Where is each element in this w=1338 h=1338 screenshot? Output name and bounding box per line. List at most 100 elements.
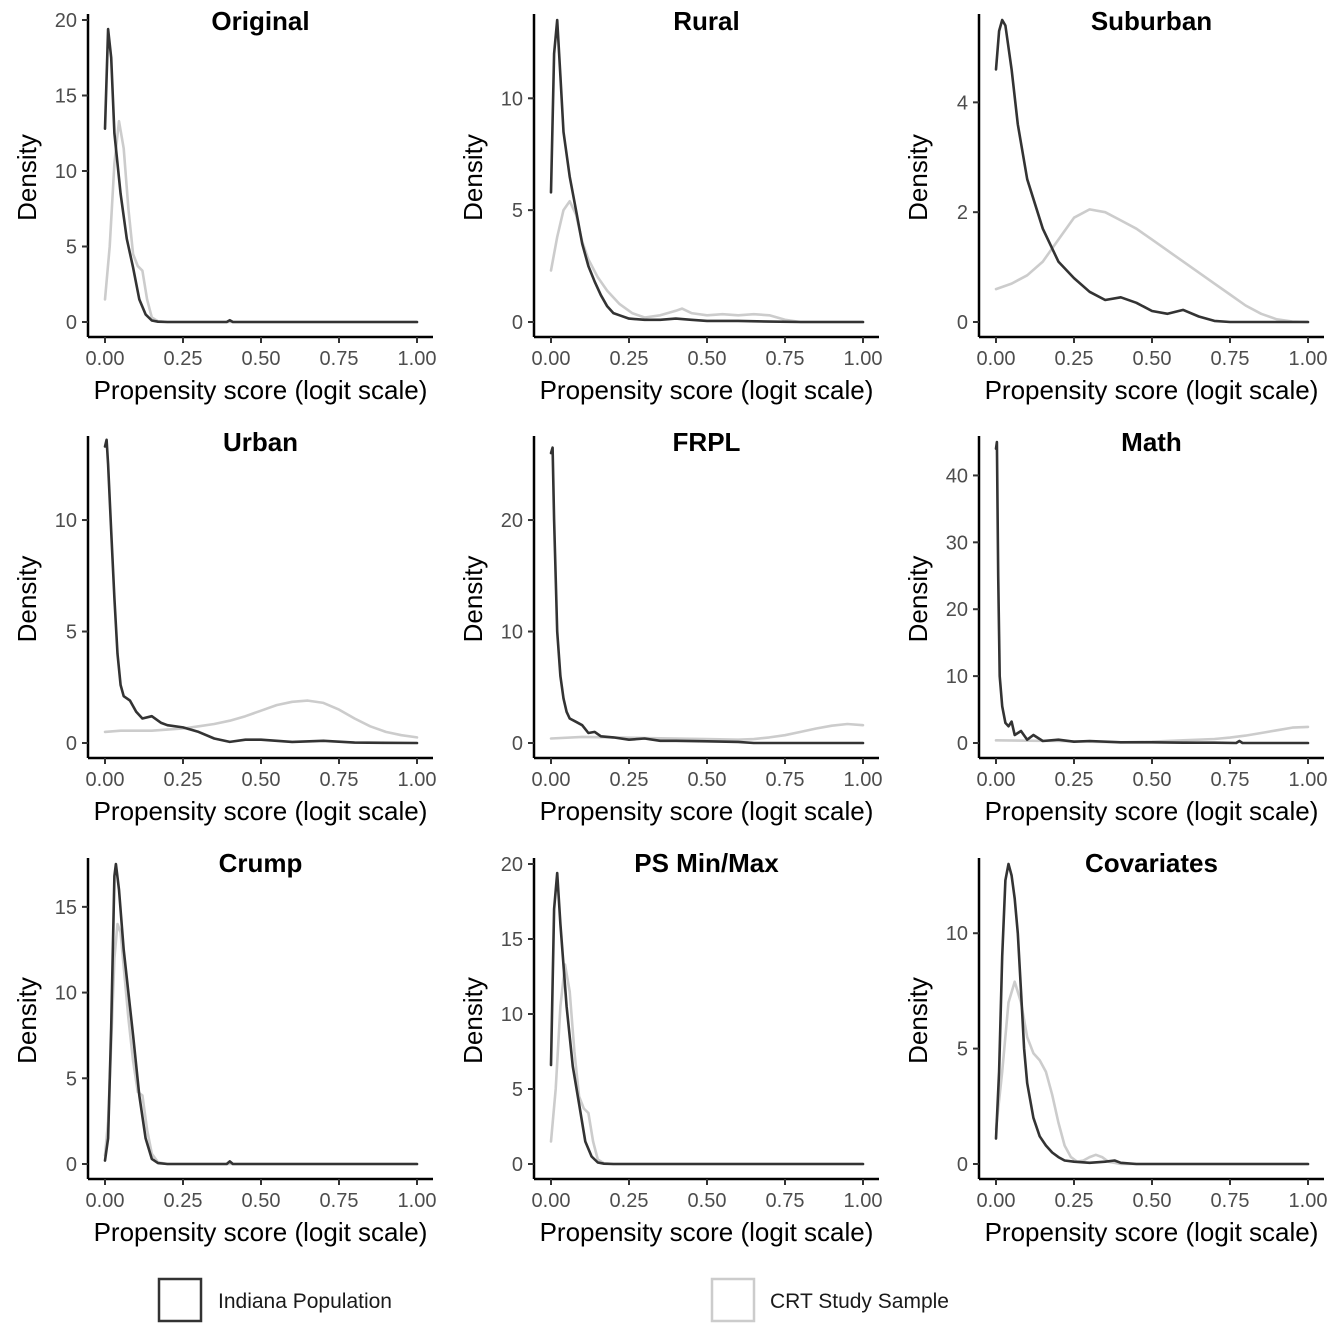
y-tick-label: 15 bbox=[55, 86, 77, 108]
x-tick-label: 0.75 bbox=[320, 348, 359, 370]
y-tick-label: 2 bbox=[957, 202, 968, 224]
legend: Indiana Population CRT Study Sample bbox=[157, 1277, 949, 1323]
x-axis-title: Propensity score (logit scale) bbox=[985, 375, 1319, 405]
x-tick-label: 1.00 bbox=[398, 1190, 437, 1212]
x-tick-label: 1.00 bbox=[398, 348, 437, 370]
series-line-indiana-population bbox=[549, 18, 865, 324]
series-line-crt-study-sample bbox=[994, 208, 1310, 324]
x-tick-label: 0.00 bbox=[532, 1190, 571, 1212]
x-axis-title: Propensity score (logit scale) bbox=[540, 375, 874, 405]
y-tick-label: 5 bbox=[66, 237, 77, 259]
x-tick-label: 0.00 bbox=[532, 769, 571, 791]
panel-frpl: FRPL 0 10 20 0.00 0.25 0.50 0.75 1.00 Propensity … bbox=[458, 427, 882, 826]
panel-title: FRPL bbox=[673, 427, 741, 457]
y-tick-label: 0 bbox=[512, 312, 523, 334]
series-line-crt-study-sample bbox=[994, 980, 1310, 1166]
panel-urban: Urban 0 5 10 0.00 0.25 0.50 0.75 1.00 Propensity … bbox=[12, 427, 436, 826]
panel-title: PS Min/Max bbox=[634, 848, 779, 878]
x-tick-label: 0.00 bbox=[86, 769, 125, 791]
y-tick-label: 30 bbox=[946, 532, 968, 554]
x-tick-label: 0.75 bbox=[1211, 769, 1250, 791]
x-tick-label: 0.25 bbox=[1055, 348, 1094, 370]
y-tick-label: 10 bbox=[501, 88, 523, 110]
x-axis-title: Propensity score (logit scale) bbox=[94, 375, 428, 405]
y-axis-title: Density bbox=[458, 134, 488, 221]
panel-title: Crump bbox=[219, 848, 303, 878]
panel-covariates: Covariates 0 5 10 0.00 0.25 0.50 0.75 1.00 Propen… bbox=[903, 848, 1327, 1247]
x-tick-label: 0.00 bbox=[977, 769, 1016, 791]
y-tick-label: 20 bbox=[501, 510, 523, 532]
x-tick-label: 0.00 bbox=[977, 348, 1016, 370]
y-tick-label: 0 bbox=[957, 1154, 968, 1176]
y-tick-label: 10 bbox=[501, 622, 523, 644]
series-line-indiana-population bbox=[994, 18, 1310, 324]
x-tick-label: 0.50 bbox=[688, 1190, 727, 1212]
y-tick-label: 10 bbox=[501, 1004, 523, 1026]
y-tick-label: 10 bbox=[946, 666, 968, 688]
x-axis-title: Propensity score (logit scale) bbox=[540, 796, 874, 826]
y-tick-label: 40 bbox=[946, 465, 968, 487]
series-line-indiana-population bbox=[994, 862, 1310, 1166]
x-tick-label: 0.00 bbox=[86, 1190, 125, 1212]
y-axis-title: Density bbox=[903, 134, 933, 221]
x-tick-label: 1.00 bbox=[1289, 1190, 1328, 1212]
series-line-crt-study-sample bbox=[549, 963, 865, 1166]
y-tick-label: 5 bbox=[66, 622, 77, 644]
x-tick-label: 0.50 bbox=[1133, 769, 1172, 791]
y-tick-label: 20 bbox=[501, 854, 523, 876]
panel-title: Math bbox=[1121, 427, 1182, 457]
series-line-crt-study-sample bbox=[103, 922, 419, 1166]
x-tick-label: 0.00 bbox=[532, 348, 571, 370]
series-line-indiana-population bbox=[103, 27, 419, 324]
x-tick-label: 0.50 bbox=[688, 769, 727, 791]
panel-ps-min-max: PS Min/Max 0 5 10 15 20 0.00 0.25 0.50 0.75 1.00 Pr… bbox=[458, 848, 882, 1247]
panel-crump: Crump 0 5 10 15 0.00 0.25 0.50 0.75 1.00 Propensit… bbox=[12, 848, 436, 1247]
y-tick-label: 0 bbox=[512, 733, 523, 755]
series-line-indiana-population bbox=[103, 862, 419, 1166]
y-tick-label: 10 bbox=[55, 161, 77, 183]
x-tick-label: 0.75 bbox=[766, 348, 805, 370]
series-line-indiana-population bbox=[994, 440, 1310, 745]
y-axis-title: Density bbox=[458, 556, 488, 643]
panel-rural: Rural 0 5 10 0.00 0.25 0.50 0.75 1.00 Propensity … bbox=[458, 6, 882, 405]
x-tick-label: 0.50 bbox=[1133, 1190, 1172, 1212]
y-axis-title: Density bbox=[12, 556, 42, 643]
y-axis-title: Density bbox=[12, 977, 42, 1064]
x-tick-label: 0.00 bbox=[86, 348, 125, 370]
x-tick-label: 0.75 bbox=[766, 769, 805, 791]
y-tick-label: 4 bbox=[957, 92, 968, 114]
x-tick-label: 1.00 bbox=[844, 1190, 883, 1212]
legend-label-crt-study-sample: CRT Study Sample bbox=[770, 1290, 949, 1313]
y-tick-label: 5 bbox=[66, 1068, 77, 1090]
x-axis-title: Propensity score (logit scale) bbox=[94, 1217, 428, 1247]
panel-title: Rural bbox=[673, 6, 739, 36]
y-axis-title: Density bbox=[903, 556, 933, 643]
x-tick-label: 1.00 bbox=[844, 348, 883, 370]
y-tick-label: 0 bbox=[512, 1154, 523, 1176]
y-tick-label: 5 bbox=[512, 1079, 523, 1101]
x-axis-title: Propensity score (logit scale) bbox=[985, 796, 1319, 826]
panel-title: Suburban bbox=[1091, 6, 1212, 36]
x-tick-label: 0.25 bbox=[1055, 769, 1094, 791]
x-tick-label: 0.75 bbox=[320, 1190, 359, 1212]
y-tick-label: 10 bbox=[55, 983, 77, 1005]
x-axis-title: Propensity score (logit scale) bbox=[540, 1217, 874, 1247]
y-tick-label: 0 bbox=[66, 733, 77, 755]
x-tick-label: 0.25 bbox=[164, 348, 203, 370]
y-tick-label: 15 bbox=[55, 897, 77, 919]
x-tick-label: 1.00 bbox=[1289, 769, 1328, 791]
y-tick-label: 0 bbox=[957, 733, 968, 755]
x-tick-label: 0.25 bbox=[164, 769, 203, 791]
y-axis-title: Density bbox=[903, 977, 933, 1064]
y-tick-label: 5 bbox=[512, 200, 523, 222]
x-tick-label: 0.25 bbox=[610, 769, 649, 791]
y-tick-label: 5 bbox=[957, 1039, 968, 1061]
x-tick-label: 0.25 bbox=[610, 348, 649, 370]
x-tick-label: 0.25 bbox=[1055, 1190, 1094, 1212]
y-tick-label: 15 bbox=[501, 929, 523, 951]
x-tick-label: 0.50 bbox=[1133, 348, 1172, 370]
x-tick-label: 0.50 bbox=[242, 1190, 281, 1212]
panel-suburban: Suburban 0 2 4 0.00 0.25 0.50 0.75 1.00 Propensit… bbox=[903, 6, 1327, 405]
